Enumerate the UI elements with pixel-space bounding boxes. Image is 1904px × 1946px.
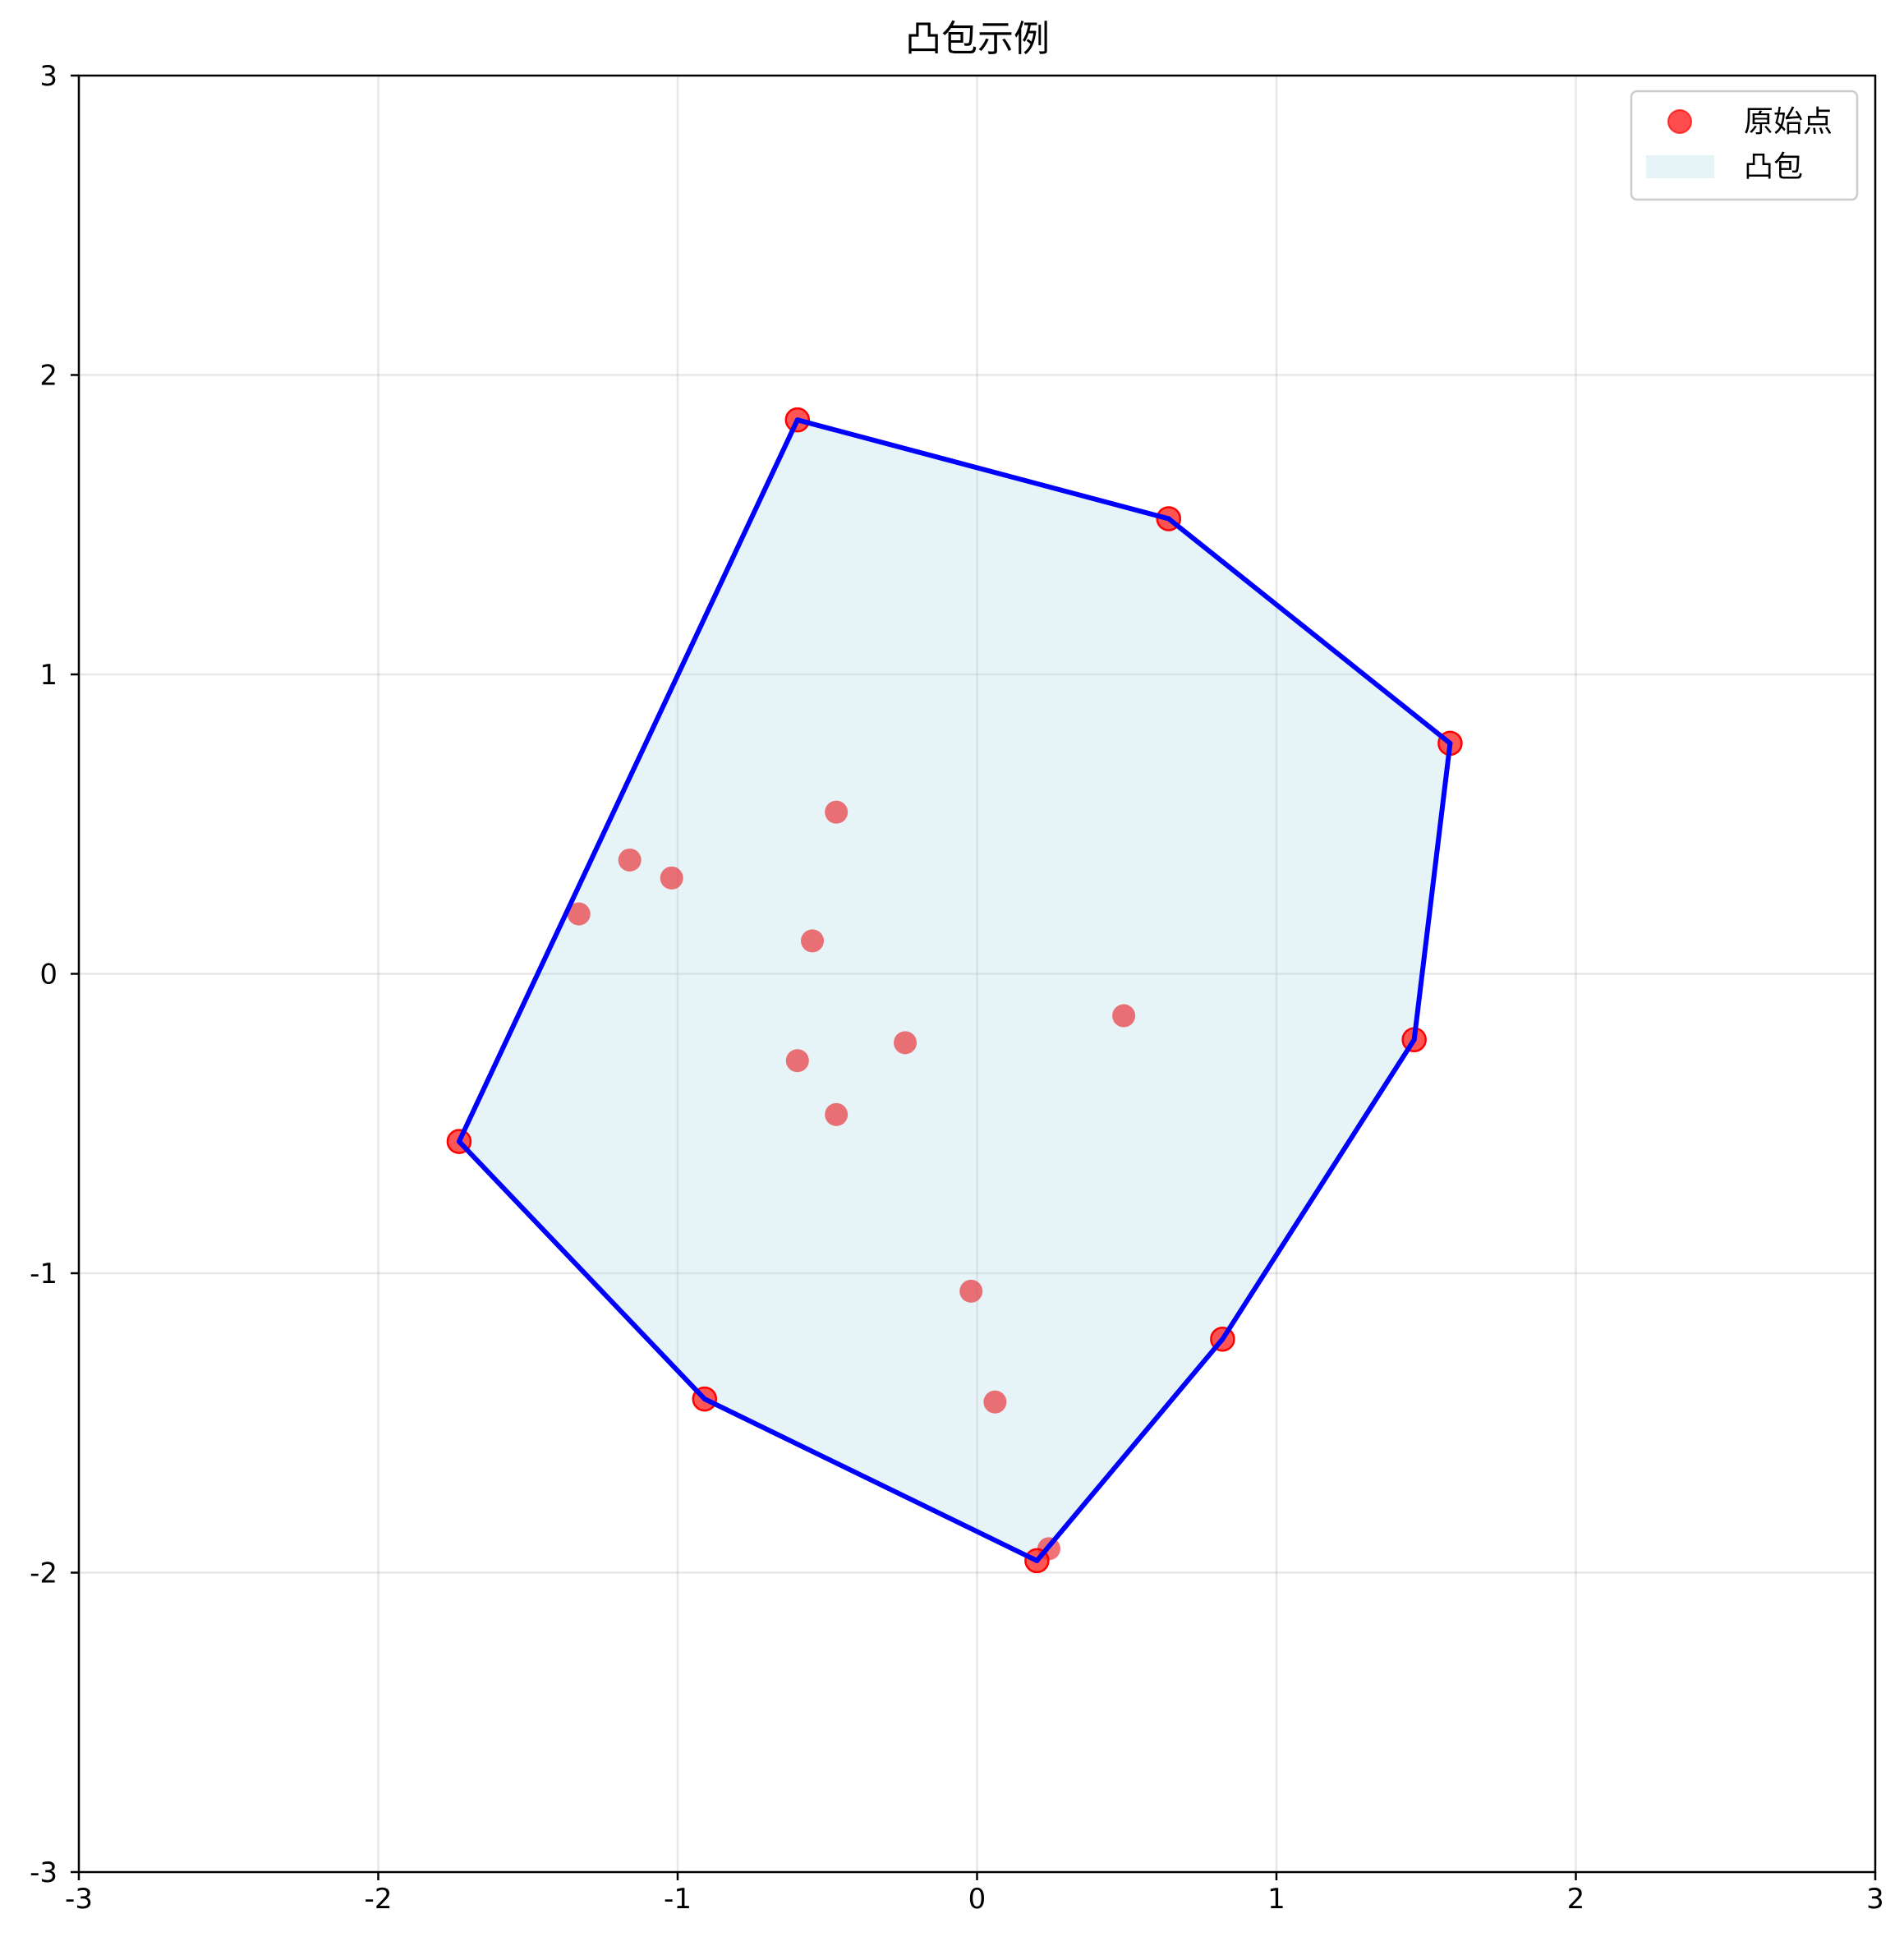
scatter-points bbox=[446, 407, 1463, 1574]
x-tick-label: 1 bbox=[1267, 1883, 1285, 1916]
scatter-point bbox=[825, 800, 849, 824]
hull-fill bbox=[458, 420, 1451, 1561]
scatter-point bbox=[785, 1049, 809, 1073]
legend-label-points: 原始点 bbox=[1744, 105, 1833, 139]
chart-title: 凸包示例 bbox=[905, 18, 1050, 60]
x-tick-label: -2 bbox=[365, 1883, 393, 1916]
legend: 原始点 凸包 bbox=[1630, 90, 1859, 201]
hull-edge bbox=[701, 1396, 1040, 1563]
y-tick-label: 1 bbox=[39, 659, 57, 692]
hull-edge bbox=[456, 417, 800, 1144]
y-tick-label: 2 bbox=[39, 360, 57, 393]
scatter-point bbox=[801, 929, 825, 953]
axis-ticks: -3 -2 -1 0 1 2 3 -3 -2 -1 0 1 2 3 bbox=[30, 60, 1884, 1916]
scatter-point bbox=[660, 866, 683, 890]
legend-swatch-hull bbox=[1646, 155, 1714, 178]
y-tick-label: 3 bbox=[39, 60, 57, 93]
hull-edge bbox=[794, 417, 1171, 522]
x-tick-label: 0 bbox=[968, 1883, 986, 1916]
scatter-point bbox=[567, 902, 591, 926]
scatter-point bbox=[1112, 1004, 1136, 1028]
x-tick-label: -3 bbox=[65, 1883, 93, 1916]
y-tick-label: -3 bbox=[30, 1856, 57, 1889]
scatter-point bbox=[983, 1390, 1007, 1414]
hull-edge bbox=[456, 1139, 707, 1402]
scatter-point bbox=[894, 1031, 918, 1055]
scatter-point bbox=[959, 1279, 983, 1303]
scatter-point bbox=[618, 848, 642, 872]
hull-edge bbox=[1166, 516, 1453, 746]
y-tick-label: -1 bbox=[30, 1258, 57, 1290]
legend-marker-points bbox=[1667, 109, 1692, 134]
hull-edge bbox=[1220, 1037, 1417, 1342]
legend-label-hull: 凸包 bbox=[1744, 150, 1803, 184]
grid bbox=[79, 76, 1875, 1872]
x-tick-label: -1 bbox=[664, 1883, 692, 1916]
hull-edge bbox=[1034, 1336, 1226, 1563]
x-tick-label: 3 bbox=[1866, 1883, 1884, 1916]
x-tick-label: 2 bbox=[1567, 1883, 1585, 1916]
hull-edge bbox=[1411, 740, 1453, 1042]
scatter-point bbox=[825, 1102, 849, 1126]
y-tick-label: 0 bbox=[39, 959, 57, 991]
y-tick-label: -2 bbox=[30, 1557, 57, 1590]
convex-hull bbox=[458, 420, 1451, 1561]
